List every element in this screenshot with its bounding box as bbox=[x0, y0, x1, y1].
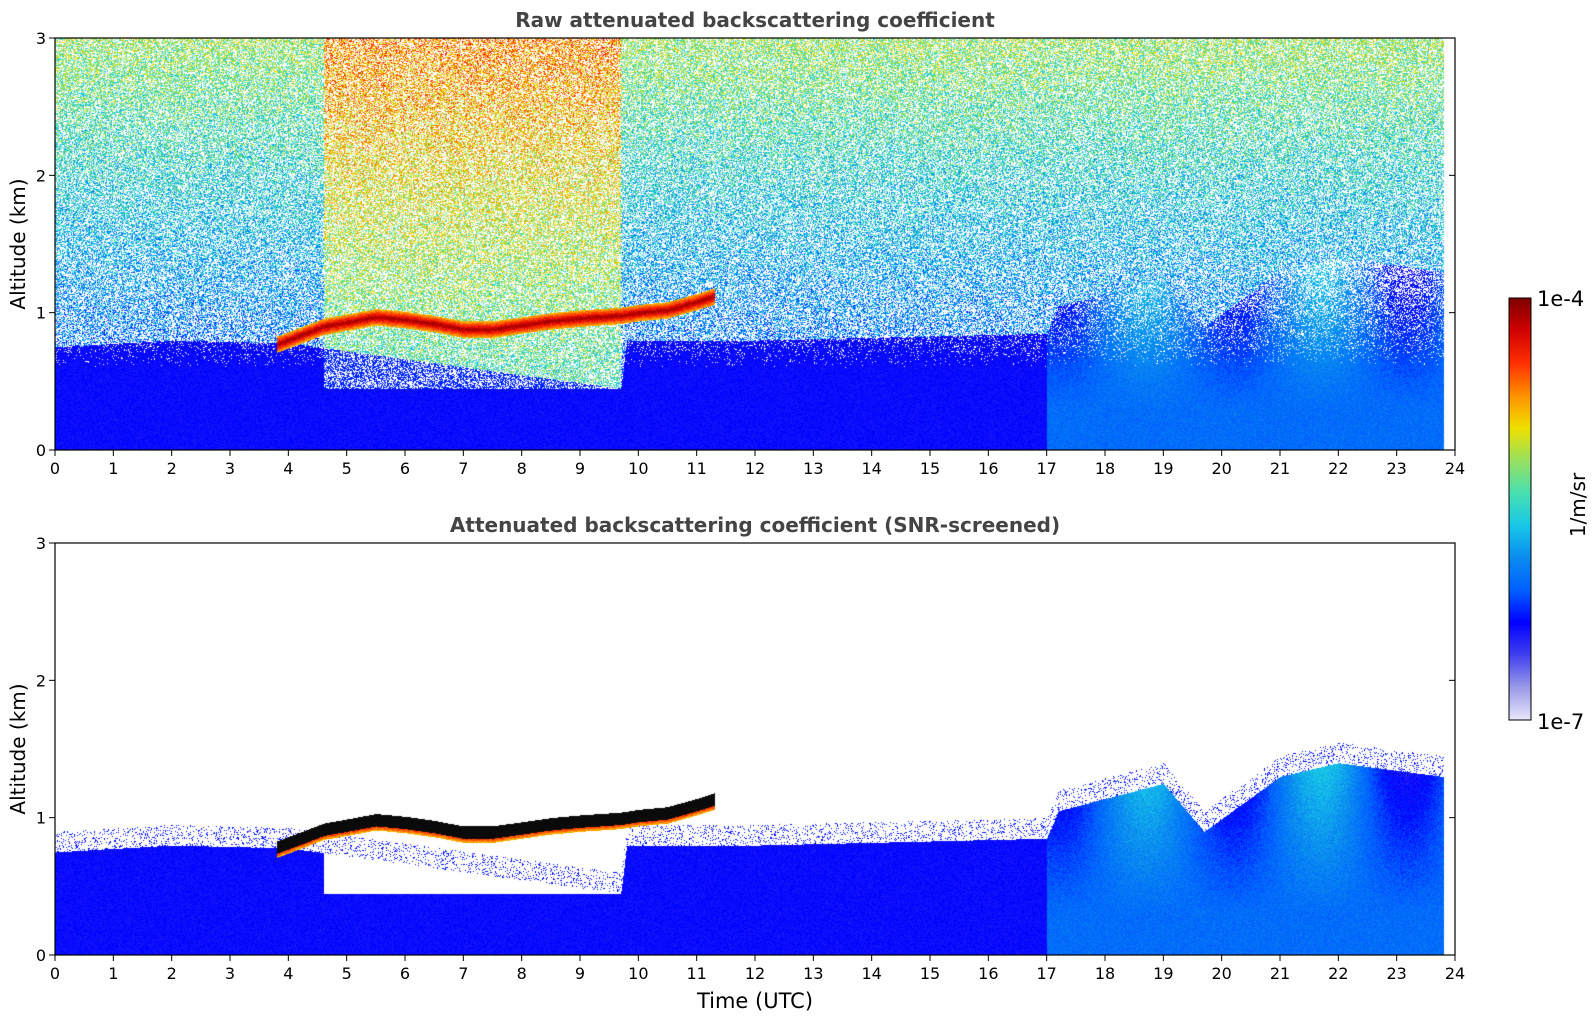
heatmap-image-screened bbox=[55, 543, 1455, 955]
x-tick-label: 20 bbox=[1211, 459, 1231, 478]
x-tick-label: 2 bbox=[167, 459, 177, 478]
x-tick-label: 6 bbox=[400, 459, 410, 478]
x-tick-label: 6 bbox=[400, 964, 410, 983]
x-tick-label: 14 bbox=[861, 964, 881, 983]
y-tick-label: 2 bbox=[36, 671, 46, 690]
x-tick-label: 9 bbox=[575, 964, 585, 983]
y-tick-label: 2 bbox=[36, 166, 46, 185]
x-tick-label: 17 bbox=[1036, 459, 1056, 478]
chart-title-screened: Attenuated backscattering coefficient (S… bbox=[450, 513, 1060, 537]
y-tick-label: 1 bbox=[36, 304, 46, 323]
x-tick-label: 21 bbox=[1270, 459, 1290, 478]
y-axis-label-screened: Altitude (km) bbox=[6, 683, 30, 814]
y-tick-label: 1 bbox=[36, 809, 46, 828]
x-tick-label: 18 bbox=[1095, 459, 1115, 478]
x-tick-label: 7 bbox=[458, 964, 468, 983]
x-tick-label: 11 bbox=[686, 964, 706, 983]
y-axis-screened: 0 1 2 3 bbox=[36, 534, 1455, 965]
x-tick-label: 23 bbox=[1386, 459, 1406, 478]
x-tick-label: 14 bbox=[861, 459, 881, 478]
colorbar-max-label: 1e-4 bbox=[1537, 287, 1584, 311]
x-tick-label: 16 bbox=[978, 459, 998, 478]
x-tick-label: 4 bbox=[283, 964, 293, 983]
x-tick-label: 24 bbox=[1445, 964, 1465, 983]
x-tick-label: 15 bbox=[920, 964, 940, 983]
x-tick-label: 3 bbox=[225, 459, 235, 478]
x-tick-label: 8 bbox=[517, 964, 527, 983]
x-tick-label: 5 bbox=[342, 964, 352, 983]
x-tick-label: 10 bbox=[628, 459, 648, 478]
panel-raw: Raw attenuated backscattering coefficien… bbox=[6, 8, 1465, 478]
x-tick-label: 24 bbox=[1445, 459, 1465, 478]
x-tick-label: 12 bbox=[745, 459, 765, 478]
x-tick-label: 1 bbox=[108, 459, 118, 478]
x-tick-label: 18 bbox=[1095, 964, 1115, 983]
x-tick-label: 22 bbox=[1328, 459, 1348, 478]
x-tick-label: 3 bbox=[225, 964, 235, 983]
x-tick-label: 8 bbox=[517, 459, 527, 478]
x-tick-label: 10 bbox=[628, 964, 648, 983]
x-tick-label: 22 bbox=[1328, 964, 1348, 983]
x-tick-label: 17 bbox=[1036, 964, 1056, 983]
x-tick-label: 20 bbox=[1211, 964, 1231, 983]
x-tick-label: 16 bbox=[978, 964, 998, 983]
heatmap-screened bbox=[55, 543, 1455, 955]
x-tick-label: 9 bbox=[575, 459, 585, 478]
x-tick-label: 7 bbox=[458, 459, 468, 478]
x-tick-label: 0 bbox=[50, 459, 60, 478]
x-tick-label: 0 bbox=[50, 964, 60, 983]
x-axis-label: Time (UTC) bbox=[696, 989, 813, 1013]
x-tick-label: 2 bbox=[167, 964, 177, 983]
x-axis-raw: 0 1 2 3 4 5 6 7 8 9 10 11 12 13 14 15 16 17 18 19 20 21 22 23 24 bbox=[50, 450, 1465, 478]
x-tick-label: 1 bbox=[108, 964, 118, 983]
x-tick-label: 23 bbox=[1386, 964, 1406, 983]
x-tick-label: 5 bbox=[342, 459, 352, 478]
x-tick-label: 21 bbox=[1270, 964, 1290, 983]
x-tick-label: 11 bbox=[686, 459, 706, 478]
y-tick-label: 3 bbox=[36, 534, 46, 553]
y-axis-label-raw: Altitude (km) bbox=[6, 178, 30, 309]
colorbar-min-label: 1e-7 bbox=[1537, 710, 1584, 734]
x-tick-label: 19 bbox=[1153, 964, 1173, 983]
x-tick-label: 19 bbox=[1153, 459, 1173, 478]
x-tick-label: 15 bbox=[920, 459, 940, 478]
colorbar-label: 1/m/sr bbox=[1566, 472, 1590, 537]
y-axis-raw: 0 1 2 3 bbox=[36, 29, 1455, 460]
x-axis-screened: 0 1 2 3 4 5 6 7 8 9 10 11 12 13 14 15 16 17 18 19 20 21 22 23 24 bbox=[50, 955, 1465, 983]
x-tick-label: 12 bbox=[745, 964, 765, 983]
x-tick-label: 13 bbox=[803, 459, 823, 478]
chart-title-raw: Raw attenuated backscattering coefficien… bbox=[515, 8, 995, 32]
colorbar-bar bbox=[1508, 297, 1532, 721]
colorbar: 1e-4 1e-7 1/m/sr bbox=[1508, 287, 1590, 734]
x-tick-label: 4 bbox=[283, 459, 293, 478]
panel-screened: Attenuated backscattering coefficient (S… bbox=[6, 513, 1465, 1013]
y-tick-label: 0 bbox=[36, 441, 46, 460]
x-tick-label: 13 bbox=[803, 964, 823, 983]
heatmap-image-raw bbox=[55, 38, 1455, 450]
heatmap-raw bbox=[55, 38, 1455, 450]
y-tick-label: 3 bbox=[36, 29, 46, 48]
y-tick-label: 0 bbox=[36, 946, 46, 965]
